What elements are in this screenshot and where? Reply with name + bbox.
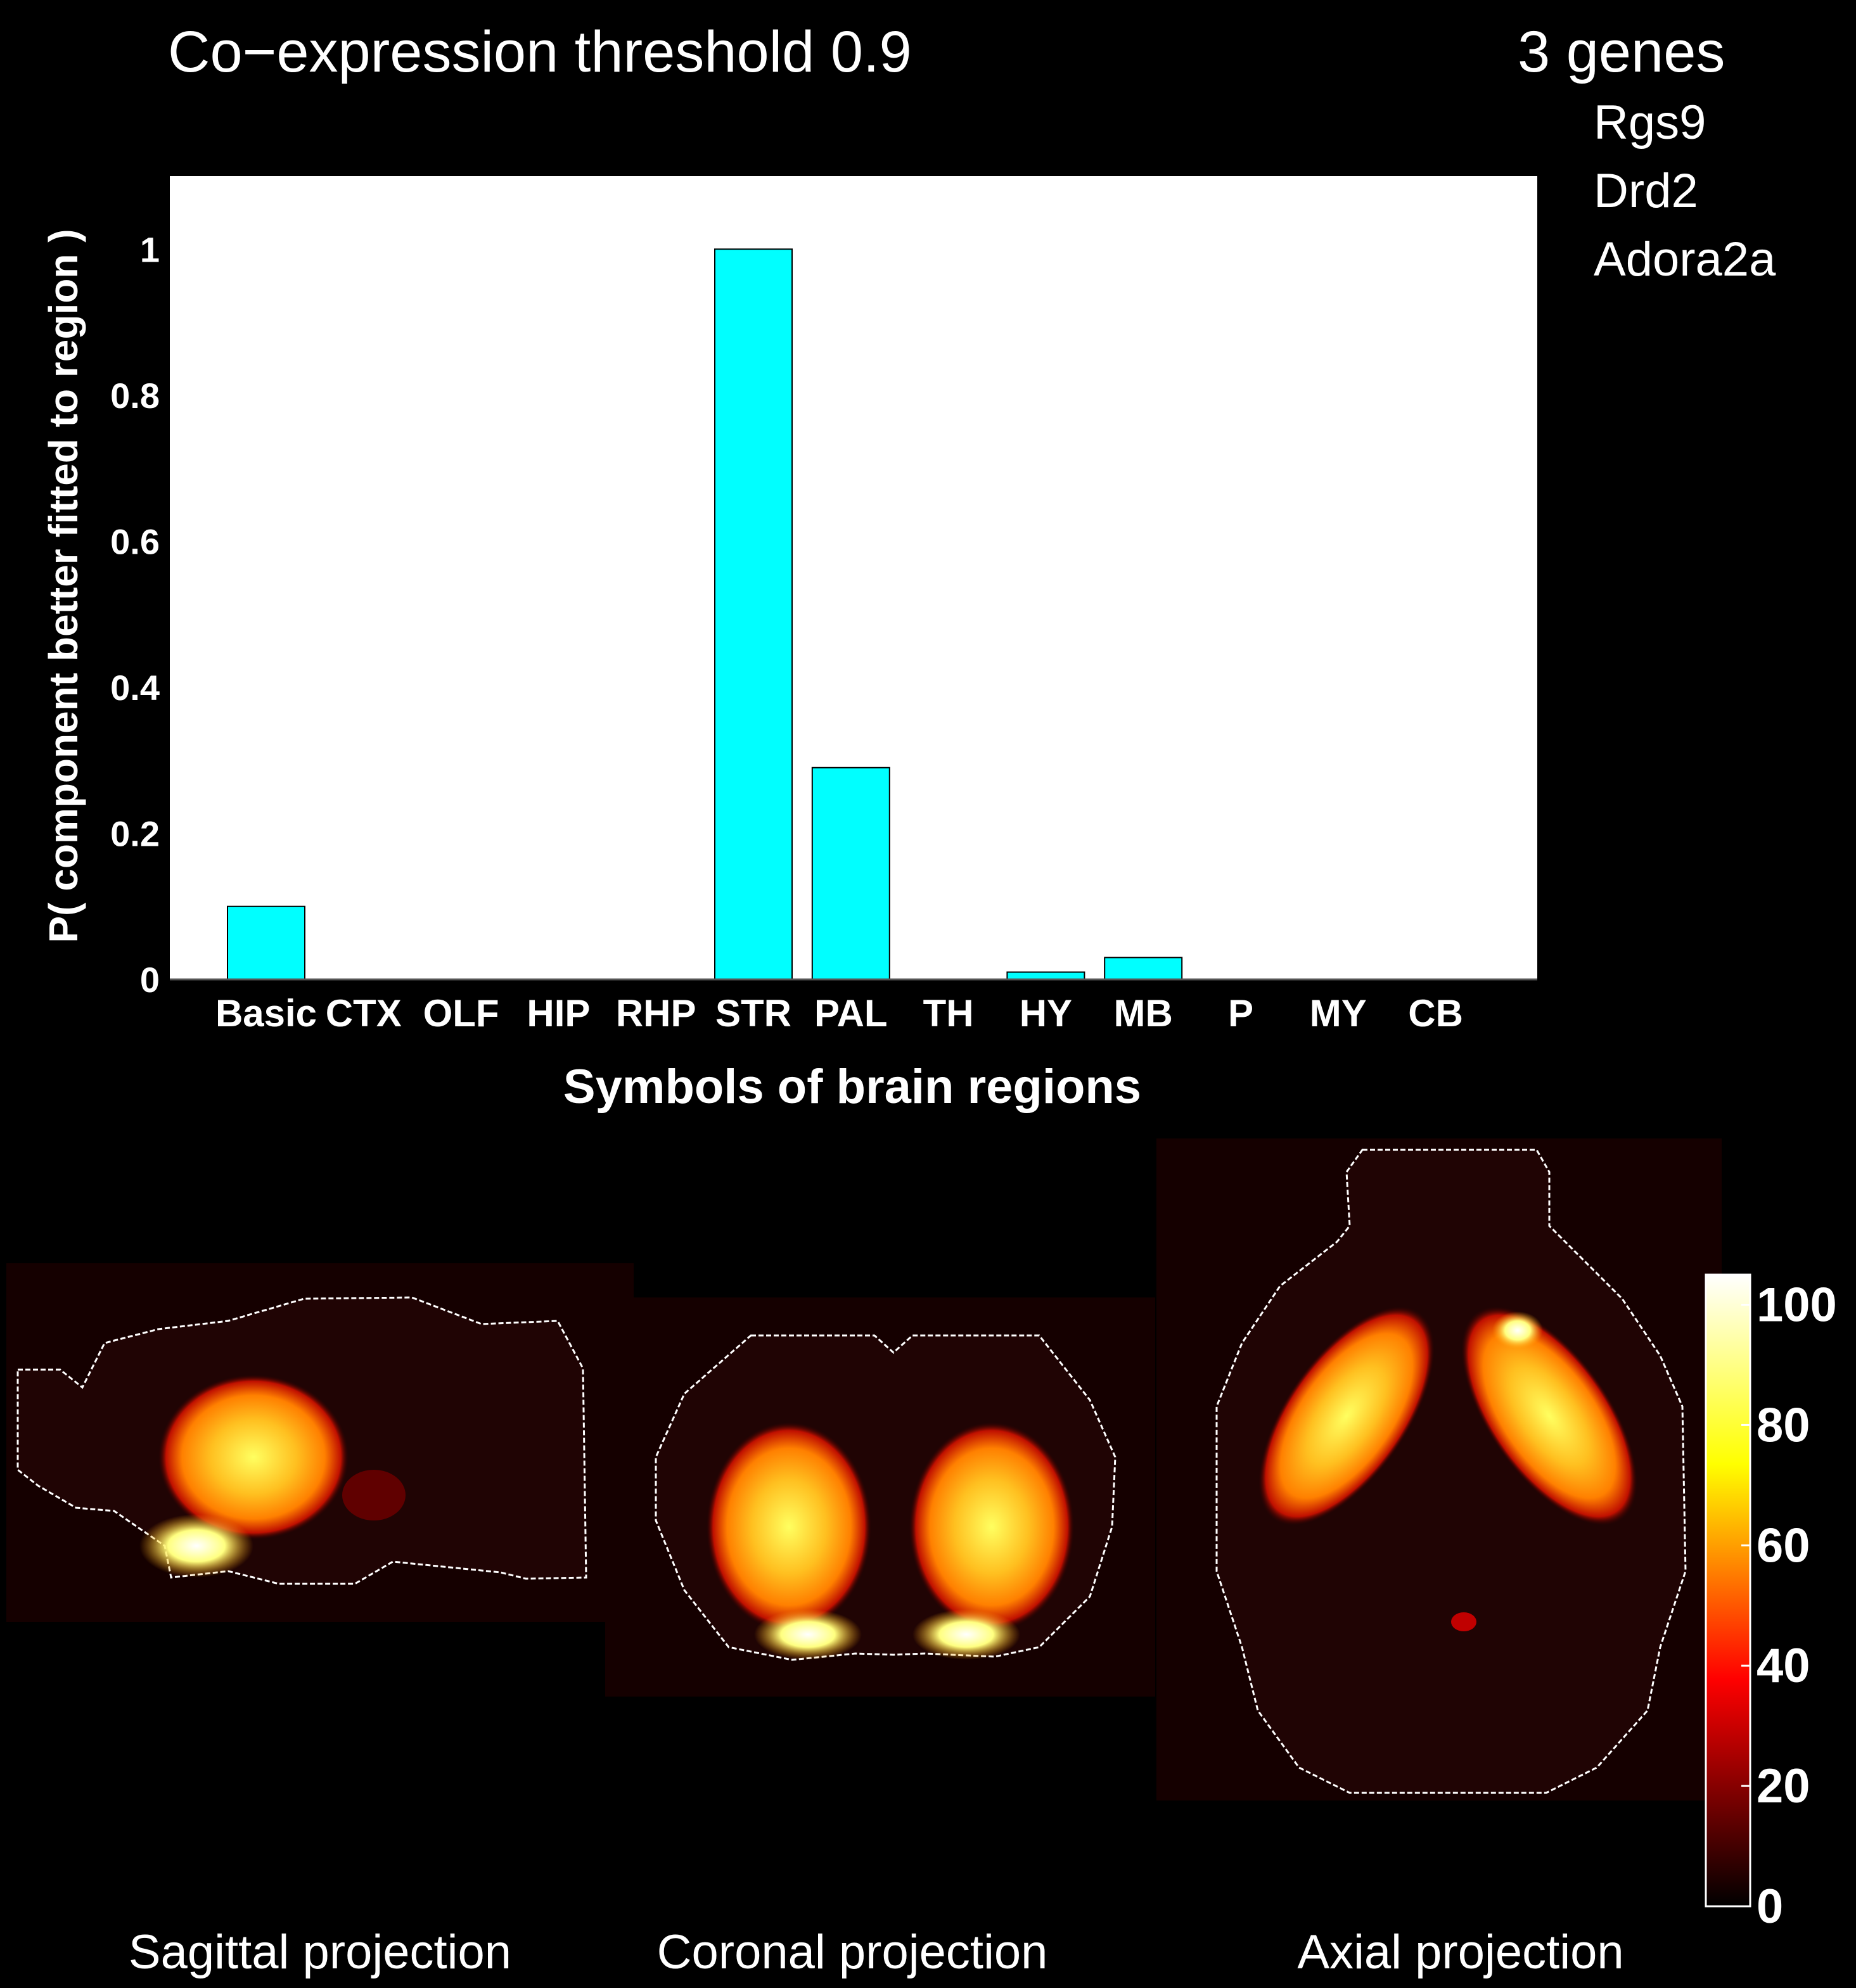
- x-tick-label: Basic: [215, 992, 317, 1035]
- x-tick-label: TH: [923, 992, 974, 1035]
- y-tick-label: 1: [140, 229, 160, 269]
- gene-label: Adora2a: [1594, 233, 1776, 286]
- y-tick-label: 0.4: [110, 668, 160, 708]
- x-axis: Basic CTX OLF HIP RHP STR PAL TH HY MB P MY CB: [215, 992, 1463, 1035]
- coronal-projection: [605, 1297, 1155, 1697]
- x-tick-label: HY: [1020, 992, 1072, 1035]
- x-tick-label: HIP: [527, 992, 590, 1035]
- x-tick-label: CB: [1408, 992, 1463, 1035]
- colorbar-tick-label: 80: [1757, 1398, 1810, 1452]
- y-tick-label: 0: [140, 960, 160, 1000]
- y-tick-label: 0.8: [110, 376, 160, 416]
- colorbar-tick-label: 20: [1757, 1759, 1810, 1813]
- x-tick-label: MB: [1114, 992, 1173, 1035]
- colorbar-tick-label: 0: [1757, 1880, 1783, 1934]
- y-tick-label: 0.6: [110, 521, 160, 561]
- colorbar-tick-label: 100: [1757, 1278, 1837, 1332]
- axial-projection: [1156, 1138, 1722, 1800]
- axial-brain-outline: [1215, 1149, 1687, 1794]
- genes-count: 3 genes: [1518, 20, 1725, 84]
- colorbar-tick-label: 60: [1757, 1519, 1810, 1572]
- chart-title: Co−expression threshold 0.9: [168, 20, 912, 84]
- gene-label: Drd2: [1594, 164, 1698, 218]
- bar-mb: [1104, 957, 1183, 981]
- bar-str: [714, 248, 793, 981]
- x-tick-label: OLF: [423, 992, 499, 1035]
- sagittal-projection: [6, 1263, 634, 1622]
- x-tick-label: P: [1228, 992, 1253, 1035]
- x-tick-label: PAL: [814, 992, 888, 1035]
- bar-chart: 0 0.2 0.4 0.6 0.8 1 Basic CTX OLF HIP RHP STR PAL TH…: [110, 176, 1537, 1035]
- bars: [227, 248, 1183, 981]
- gene-label: Rgs9: [1594, 96, 1706, 150]
- bar-basic: [227, 905, 305, 981]
- bar-pal: [811, 767, 890, 981]
- y-axis: 0 0.2 0.4 0.6 0.8 1: [110, 229, 160, 1000]
- colorbar-tick-label: 40: [1757, 1639, 1810, 1693]
- x-tick-label: STR: [715, 992, 791, 1035]
- x-tick-label: CTX: [326, 992, 402, 1035]
- y-tick-label: 0.2: [110, 813, 160, 853]
- colorbar: 0 20 40 60 80 100: [1705, 1273, 1837, 1934]
- x-tick-label: MY: [1310, 992, 1367, 1035]
- x-tick-label: RHP: [616, 992, 696, 1035]
- colorbar-ticks: 0 20 40 60 80 100: [1741, 1278, 1837, 1934]
